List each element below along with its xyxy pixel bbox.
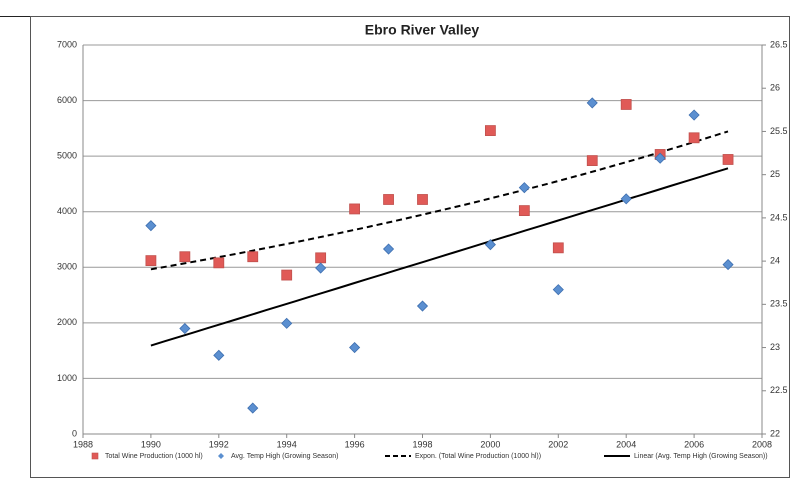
y2-tick-label: 26 [770,83,780,93]
point [213,257,225,269]
y2-tick-label: 23 [770,342,780,352]
x-tick-label: 1994 [277,439,297,449]
x-tick-label: 1996 [345,439,365,449]
x-tick-label: 2008 [752,439,772,449]
point [654,152,666,164]
point [416,300,429,312]
x-tick-label: 2006 [684,439,704,449]
point [382,243,395,255]
legend-label: Avg. Temp High (Growing Season) [231,453,339,460]
point [417,194,428,205]
point [552,242,564,254]
y-tick-label: 7000 [57,39,77,49]
point [213,349,225,361]
x-tick-label: 2004 [616,439,636,449]
x-tick-label: 1990 [141,439,161,449]
y2-tick-label: 26.5 [770,39,788,49]
point [179,251,191,263]
y-tick-label: 2000 [57,317,77,327]
point [620,193,632,205]
point [179,322,191,335]
x-tick-label: 1988 [73,439,93,449]
y-tick-label: 3000 [57,262,77,272]
y2-tick-label: 24.5 [770,212,788,222]
point [688,109,700,121]
point [281,269,293,281]
point [586,97,598,109]
point [620,99,632,110]
trendline [150,167,729,347]
point [518,182,530,194]
point [484,239,496,251]
x-tick-label: 1998 [412,439,432,449]
y2-tick-label: 25 [770,169,780,179]
point [552,284,564,296]
y2-tick-label: 24 [770,255,780,265]
point [349,203,361,215]
x-tick-label: 2000 [480,439,500,449]
trendline [150,130,729,271]
legend-marker [91,452,99,460]
point [145,220,157,232]
chart-title: Ebro River Valley [365,22,480,38]
point [315,252,327,264]
legend-label: Expon. (Total Wine Production (1000 hl)) [415,453,541,460]
legend-label: Total Wine Production (1000 hl) [105,453,203,460]
y2-tick-label: 23.5 [770,299,788,309]
y-tick-label: 6000 [57,95,77,105]
frame [30,16,790,478]
legend-marker [218,453,224,459]
point [518,205,530,217]
y2-tick-label: 22 [770,428,780,438]
x-tick-label: 1992 [209,439,229,449]
y2-tick-label: 22.5 [770,385,788,395]
y2-tick-label: 25.5 [770,126,788,136]
point [349,341,361,354]
y-tick-label: 0 [72,428,77,438]
point [688,132,700,144]
point [145,255,157,267]
x-tick-label: 2002 [548,439,568,449]
point [722,154,734,165]
y-tick-label: 4000 [57,206,77,216]
point [281,317,293,329]
point [586,155,598,166]
y-tick-label: 1000 [57,373,77,383]
y-tick-label: 5000 [57,151,77,161]
point [247,251,259,263]
point [484,125,496,136]
legend-label: Linear (Avg. Temp High (Growing Season)) [634,453,768,460]
point [315,262,327,274]
point [247,402,259,414]
point [722,259,734,271]
point [383,194,394,205]
